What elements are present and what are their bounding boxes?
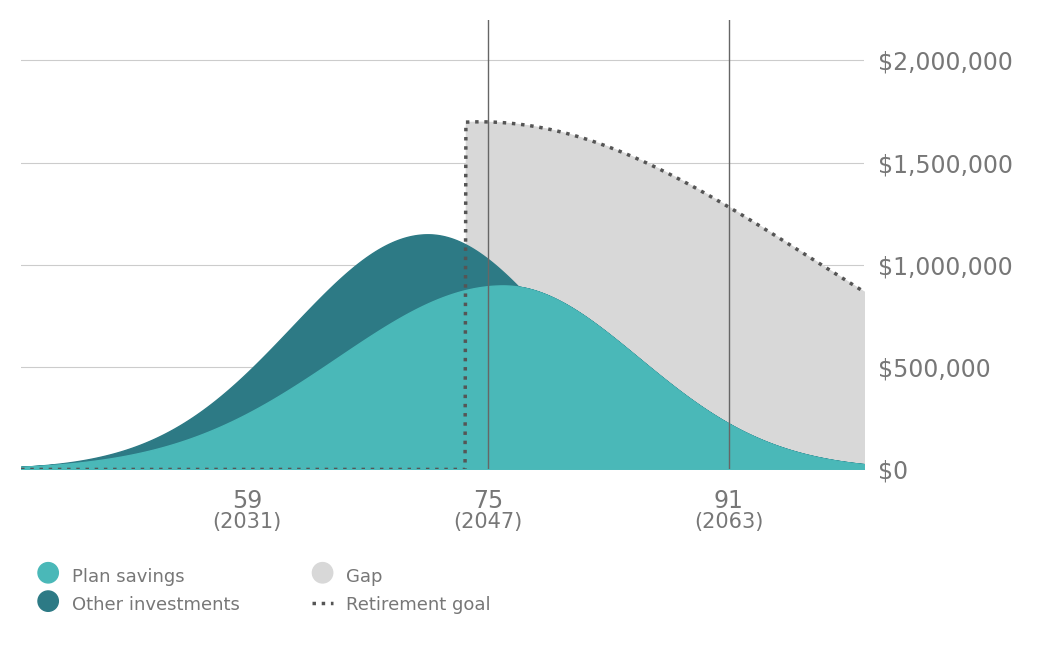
Text: (2063): (2063) (695, 512, 763, 533)
Text: (2031): (2031) (212, 512, 281, 533)
Text: 59: 59 (232, 489, 262, 513)
Text: (2047): (2047) (453, 512, 523, 533)
Legend: Plan savings, Other investments, Gap, Retirement goal: Plan savings, Other investments, Gap, Re… (31, 559, 497, 621)
Text: 75: 75 (473, 489, 503, 513)
Text: 91: 91 (714, 489, 744, 513)
